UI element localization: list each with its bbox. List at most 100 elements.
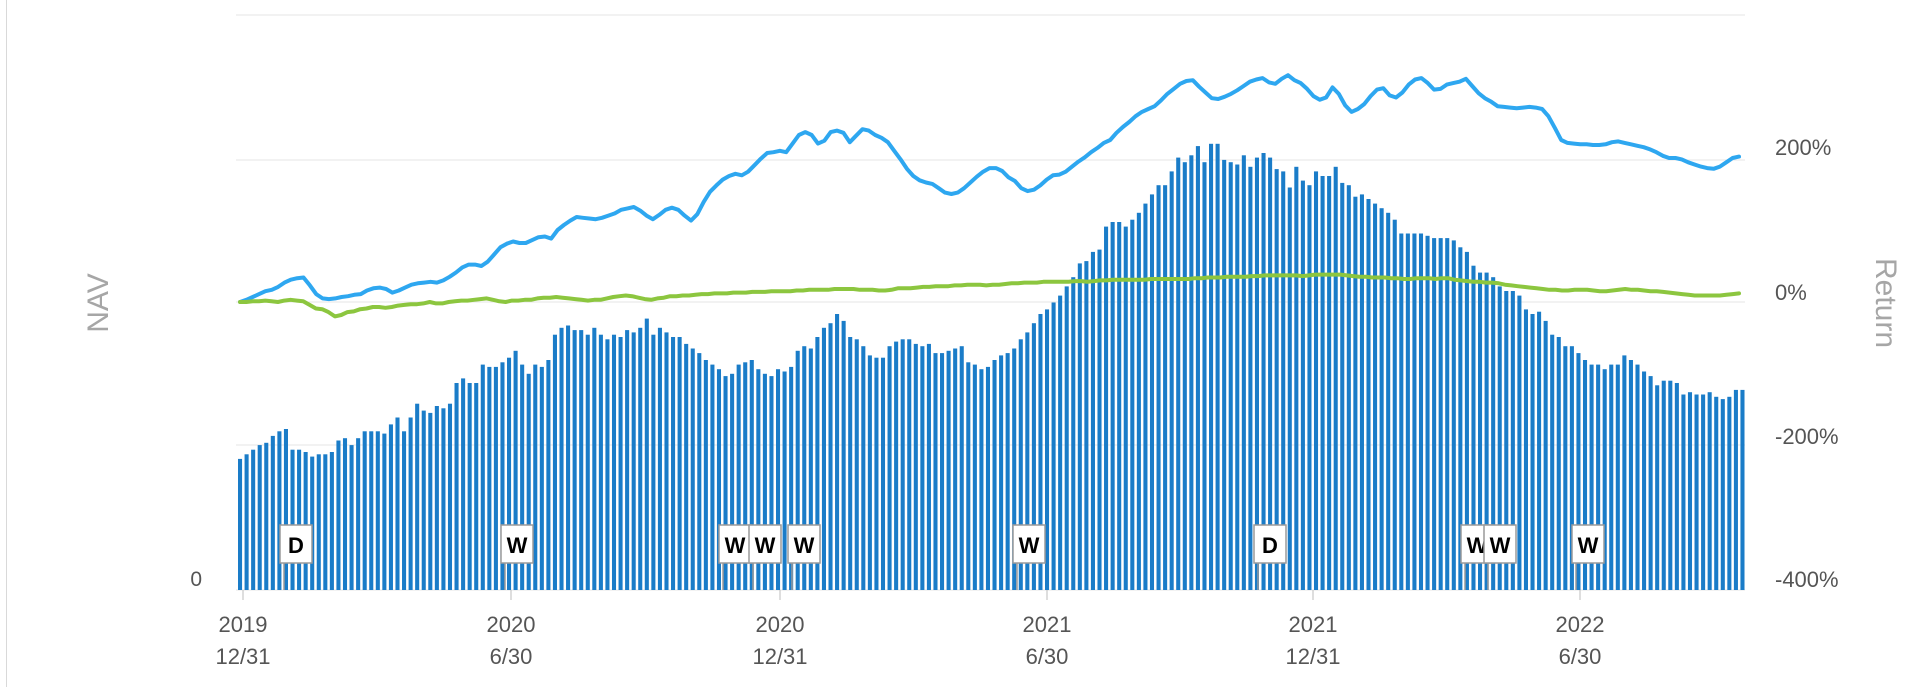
event-marker-label: W (725, 533, 746, 558)
nav-bars (238, 143, 1745, 591)
nav-bar (277, 431, 282, 590)
nav-bar (1471, 265, 1476, 590)
nav-bar (1714, 396, 1719, 590)
event-marker-box (1483, 524, 1517, 564)
nav-bar (920, 346, 925, 590)
nav-bar (1215, 143, 1220, 591)
nav-bar (775, 369, 781, 590)
nav-bar (1687, 392, 1693, 590)
nav-bar (887, 346, 892, 590)
event-marker: W (748, 524, 782, 590)
nav-bar (238, 458, 243, 590)
nav-bar (913, 343, 918, 590)
nav-bar (1176, 157, 1181, 590)
nav-bar (1031, 323, 1036, 590)
nav-bar (1727, 396, 1732, 590)
x-axis-tick-date: 12/31 (215, 644, 270, 669)
nav-bar (684, 343, 689, 590)
nav-bar (566, 325, 571, 590)
event-marker-box (748, 524, 782, 564)
nav-bar (408, 417, 413, 590)
event-marker: W (1012, 524, 1046, 590)
nav-bar (1418, 233, 1424, 590)
nav-bar (723, 376, 728, 590)
nav-bar (953, 348, 958, 590)
nav-bar (329, 452, 334, 590)
nav-bar (316, 454, 321, 590)
nav-bar (664, 332, 669, 590)
nav-bar (1445, 238, 1450, 590)
nav-bar (605, 339, 610, 590)
nav-bar (1169, 171, 1174, 590)
nav-bar (1484, 272, 1489, 590)
nav-bar (1222, 159, 1227, 590)
nav-bar (769, 376, 774, 590)
x-axis-tick-year: 2021 (1289, 612, 1338, 637)
event-marker-box (279, 524, 313, 564)
nav-bar (1287, 187, 1292, 590)
nav-bar (382, 433, 387, 590)
nav-bar (611, 334, 617, 590)
nav-bar (966, 362, 971, 590)
nav-bar (592, 327, 597, 590)
nav-bar (1379, 208, 1384, 590)
nav-bar (1143, 203, 1148, 590)
nav-bar (513, 350, 518, 590)
nav-bar (854, 339, 859, 590)
nav-bar (638, 327, 643, 590)
nav-bar (546, 360, 551, 590)
nav-bar (848, 337, 853, 590)
nav-bar (1018, 339, 1023, 590)
right-axis-tick: 200% (1775, 135, 1831, 160)
nav-bar (461, 378, 466, 590)
nav-bar (1655, 385, 1660, 590)
nav-bar (447, 403, 453, 590)
nav-bar (474, 383, 479, 590)
nav-bar (651, 334, 656, 590)
nav-bar (1268, 157, 1273, 590)
nav-bar (395, 417, 400, 590)
nav-bar (1596, 364, 1601, 590)
nav-bar (1340, 182, 1345, 590)
nav-bar (703, 360, 708, 590)
nav-bar (1504, 291, 1509, 590)
nav-bar (1071, 277, 1076, 590)
nav-bar (841, 320, 846, 590)
nav-bar (1110, 222, 1115, 590)
nav-bar (1609, 364, 1614, 590)
nav-bar (756, 369, 761, 590)
nav-bar (1149, 194, 1155, 590)
nav-bar (467, 383, 472, 590)
nav-bar (828, 323, 833, 590)
nav-bar (690, 348, 695, 590)
nav-bar (1038, 314, 1043, 590)
x-axis-ticks: 2019 12/31 2020 6/30 2020 12/31 2021 6/30 2021 12… (215, 590, 1604, 669)
nav-bar (1392, 219, 1397, 590)
nav-bar (1668, 380, 1673, 590)
nav-bar (1327, 176, 1332, 590)
nav-bar (1412, 233, 1417, 590)
nav-bar (861, 346, 866, 590)
event-marker: W (787, 524, 821, 590)
nav-bar (1359, 194, 1364, 590)
nav-bar (1005, 353, 1010, 590)
nav-bar (618, 337, 623, 590)
nav-bar (697, 353, 702, 590)
nav-bar (1136, 212, 1141, 591)
nav-bar (1209, 143, 1214, 591)
nav-bar (749, 360, 754, 590)
nav-bar (290, 449, 295, 590)
return-line-blue (238, 73, 1741, 304)
nav-bar (428, 412, 433, 590)
nav-bar (644, 318, 649, 590)
nav-bar (1464, 251, 1469, 590)
nav-bar (1602, 369, 1607, 590)
nav-bar (1405, 233, 1410, 590)
nav-bar (940, 353, 945, 590)
nav-bar (1104, 226, 1109, 590)
nav-bar (972, 364, 977, 590)
nav-bar (677, 337, 682, 590)
event-marker: W (500, 524, 534, 590)
